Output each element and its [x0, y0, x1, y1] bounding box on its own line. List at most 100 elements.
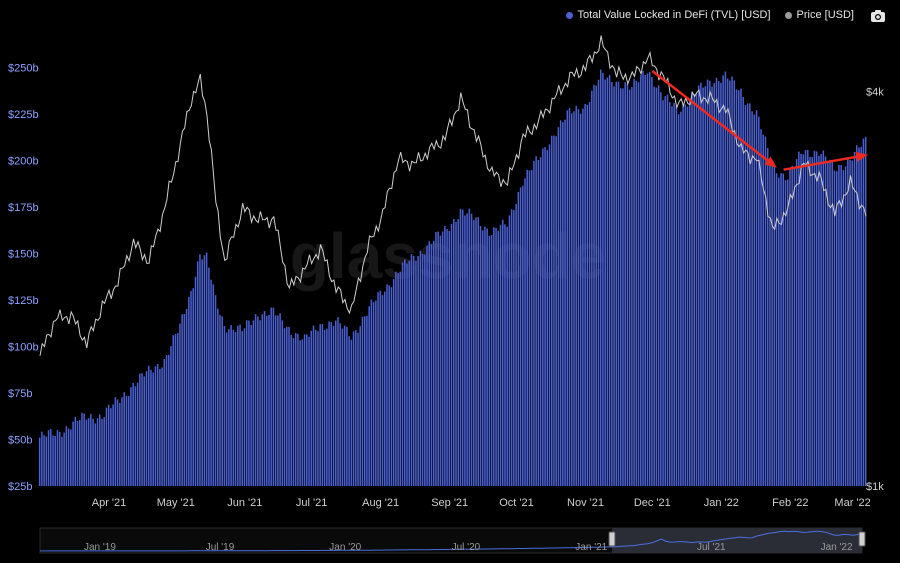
tvl-bar [786, 179, 789, 487]
tvl-bar [626, 83, 629, 486]
legend-item-tvl[interactable]: Total Value Locked in DeFi (TVL) [USD] [565, 9, 771, 21]
tvl-bar [537, 159, 540, 486]
tvl-bar [568, 108, 571, 486]
tvl-bar [653, 86, 655, 487]
tvl-bar [822, 150, 825, 487]
tvl-bar [112, 404, 114, 486]
tvl-bar [464, 215, 466, 486]
navigator-handle[interactable] [858, 531, 866, 547]
tvl-bar [245, 320, 248, 486]
tvl-bar [257, 316, 259, 486]
tvl-bar [270, 307, 272, 486]
price-legend-dot [784, 11, 792, 19]
left-axis-tick-label: $150b [8, 248, 39, 260]
navigator[interactable]: Jan '19 Jul '19 Jan '20 Jul '20 Jan '21 Jul '… [39, 527, 866, 554]
tvl-bar [259, 320, 261, 486]
tvl-bar [584, 103, 586, 487]
tvl-bar [766, 148, 769, 486]
navigator-tick-label: Jul '21 [697, 542, 726, 553]
tvl-bar [546, 150, 549, 486]
tvl-bar [533, 160, 535, 486]
tvl-bar [849, 159, 851, 486]
tvl-bar [833, 170, 836, 487]
tvl-bar [842, 170, 845, 486]
tvl-bar [762, 134, 764, 487]
tvl-bar [114, 397, 117, 486]
tvl-bar [720, 82, 722, 486]
tvl-bar [450, 223, 453, 486]
tvl-bar [495, 227, 497, 486]
tvl-bar [488, 235, 491, 486]
tvl-bar [363, 316, 366, 486]
tvl-bar [780, 173, 782, 486]
left-axis-tick-label: $100b [8, 341, 39, 353]
tvl-bar [637, 82, 640, 487]
left-axis: $25b $50b $75b $100b $125b $150b $175b $200b $22… [8, 62, 39, 493]
tvl-bar [127, 395, 130, 486]
tvl-bar [399, 271, 402, 486]
tvl-bar [617, 81, 620, 487]
tvl-bar [370, 299, 373, 486]
tvl-bar [265, 315, 268, 486]
tvl-bar [557, 127, 560, 486]
tvl-bar [290, 334, 292, 486]
navigator-tick-label: Jul '19 [206, 542, 235, 553]
tvl-bar [119, 402, 121, 486]
tvl-bar [847, 158, 849, 486]
tvl-bar [655, 87, 658, 486]
tvl-bar [154, 366, 157, 486]
tvl-bar [818, 155, 820, 486]
tvl-bar [508, 215, 511, 486]
tvl-bar [147, 365, 150, 486]
tvl-bar [435, 232, 437, 486]
tvl-bar [170, 346, 172, 486]
tvl-bar [479, 225, 482, 486]
tvl-bar [352, 331, 355, 486]
tvl-bar [326, 328, 328, 486]
tvl-bar [631, 87, 633, 486]
tvl-bar [573, 111, 575, 486]
tvl-bar [691, 91, 693, 487]
tvl-bar [417, 256, 419, 486]
tvl-bar [243, 328, 246, 486]
tvl-bar [524, 178, 526, 486]
tvl-bar [575, 105, 577, 486]
tvl-bar [517, 191, 520, 486]
tvl-bar [778, 177, 780, 486]
tvl-bar [729, 80, 731, 487]
tvl-bar [606, 77, 609, 487]
tvl-bar [72, 421, 74, 486]
tvl-bar [744, 105, 747, 486]
annotation-arrows [651, 70, 869, 171]
annotation-arrow-head [764, 156, 777, 168]
legend-item-price[interactable]: Price [USD] [784, 9, 854, 21]
tvl-bar [824, 156, 827, 486]
tvl-bar [343, 325, 346, 486]
tvl-bar [308, 336, 310, 486]
left-axis-tick-label: $200b [8, 155, 39, 167]
tvl-bar [789, 168, 791, 486]
tvl-bar [835, 171, 838, 486]
tvl-bar [566, 110, 569, 486]
tvl-bar [548, 144, 551, 486]
left-axis-tick-label: $250b [8, 62, 39, 74]
tvl-bar [337, 317, 339, 486]
tvl-bar [125, 395, 128, 486]
tvl-bar [742, 97, 744, 487]
tvl-bar [83, 413, 85, 486]
tvl-bar [542, 148, 544, 486]
tvl-bar [651, 77, 653, 486]
tvl-bar [110, 408, 112, 486]
navigator-selection[interactable] [612, 528, 862, 553]
tvl-bar [103, 417, 105, 486]
tvl-bar [70, 429, 72, 486]
tvl-bar [101, 418, 103, 486]
x-axis-tick-label: Jul '21 [296, 497, 327, 509]
tvl-bar [390, 287, 393, 486]
annotation-arrow-line [651, 70, 769, 162]
camera-icon[interactable] [870, 8, 886, 24]
tvl-bar [272, 307, 275, 486]
navigator-handle[interactable] [608, 531, 616, 547]
tvl-bar [448, 231, 451, 486]
tvl-bar [134, 386, 137, 486]
